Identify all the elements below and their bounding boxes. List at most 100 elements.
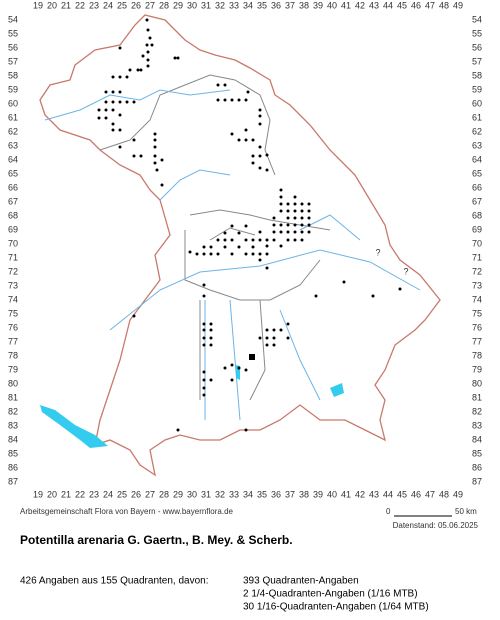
grid-label-left: 72: [8, 266, 18, 276]
grid-label-bottom: 45: [397, 489, 407, 499]
grid-label-bottom: 28: [159, 489, 169, 499]
grid-label-bottom: 34: [243, 489, 253, 499]
grid-label-right: 77: [472, 336, 482, 346]
grid-label-right: 70: [472, 238, 482, 248]
grid-label-top: 45: [397, 0, 407, 10]
grid-label-top: 33: [229, 0, 239, 10]
grid-label-top: 30: [187, 0, 197, 10]
grid-label-left: 64: [8, 154, 18, 164]
grid-label-right: 69: [472, 224, 482, 234]
rivers: [44, 89, 421, 421]
grid-label-right: 75: [472, 308, 482, 318]
grid-label-right: 79: [472, 364, 482, 374]
grid-label-left: 66: [8, 182, 18, 192]
grid-label-top: 21: [61, 0, 71, 10]
grid-label-top: 20: [47, 0, 57, 10]
grid-label-top: 34: [243, 0, 253, 10]
grid-label-top: 37: [285, 0, 295, 10]
grid-label-right: 59: [472, 84, 482, 94]
grid-label-right: 74: [472, 294, 482, 304]
grid-label-left: 83: [8, 420, 18, 430]
grid-label-left: 87: [8, 476, 18, 486]
grid-label-bottom: 37: [285, 489, 295, 499]
grid-label-bottom: 31: [201, 489, 211, 499]
grid-label-top: 31: [201, 0, 211, 10]
grid-label-left: 73: [8, 280, 18, 290]
grid-label-top: 32: [215, 0, 225, 10]
grid-label-bottom: 25: [117, 489, 127, 499]
grid-label-right: 86: [472, 462, 482, 472]
district-borders: [99, 74, 331, 401]
grid-label-bottom: 40: [327, 489, 337, 499]
breakdown: 2 1/4-Quadranten-Angaben (1/16 MTB): [243, 589, 418, 600]
grid-label-left: 74: [8, 294, 18, 304]
breakdown: 30 1/16-Quadranten-Angaben (1/64 MTB): [243, 602, 429, 613]
grid-label-right: 67: [472, 196, 482, 206]
grid-label-bottom: 38: [299, 489, 309, 499]
grid-label-left: 85: [8, 448, 18, 458]
grid-label-bottom: 21: [61, 489, 71, 499]
grid-label-right: 64: [472, 154, 482, 164]
grid-label-right: 61: [472, 112, 482, 122]
credit: Arbeitsgemeinschaft Flora von Bayern - w…: [20, 507, 234, 516]
grid-label-right: 76: [472, 322, 482, 332]
grid-label-bottom: 33: [229, 489, 239, 499]
grid-label-top: 39: [313, 0, 323, 10]
grid-label-left: 80: [8, 378, 18, 388]
grid-label-left: 79: [8, 364, 18, 374]
grid-label-left: 82: [8, 406, 18, 416]
grid-label-right: 56: [472, 42, 482, 52]
grid-label-left: 75: [8, 308, 18, 318]
grid-label-left: 70: [8, 238, 18, 248]
grid-label-left: 55: [8, 28, 18, 38]
occurrence-square: [249, 354, 255, 360]
grid-label-right: 78: [472, 350, 482, 360]
grid-label-bottom: 22: [75, 489, 85, 499]
grid-label-left: 67: [8, 196, 18, 206]
unknown-mark: ?: [403, 266, 408, 276]
grid-label-left: 86: [8, 462, 18, 472]
grid-label-right: 66: [472, 182, 482, 192]
grid-label-right: 83: [472, 420, 482, 430]
scale-start: 0: [386, 507, 391, 516]
grid-label-left: 78: [8, 350, 18, 360]
grid-label-right: 65: [472, 168, 482, 178]
grid-label-right: 54: [472, 14, 482, 24]
grid-label-top: 41: [341, 0, 351, 10]
grid-label-right: 81: [472, 392, 482, 402]
grid-label-top: 44: [383, 0, 393, 10]
grid-label-left: 65: [8, 168, 18, 178]
grid-label-left: 54: [8, 14, 18, 24]
grid-label-bottom: 36: [271, 489, 281, 499]
grid-label-right: 80: [472, 378, 482, 388]
grid-label-bottom: 19: [33, 489, 43, 499]
grid-label-top: 38: [299, 0, 309, 10]
grid-label-right: 72: [472, 266, 482, 276]
grid-label-bottom: 43: [369, 489, 379, 499]
grid-label-bottom: 49: [453, 489, 463, 499]
grid-label-bottom: 42: [355, 489, 365, 499]
grid-label-top: 25: [117, 0, 127, 10]
grid-label-bottom: 24: [103, 489, 113, 499]
grid-label-bottom: 47: [425, 489, 435, 499]
grid-label-top: 35: [257, 0, 267, 10]
grid-label-top: 19: [33, 0, 43, 10]
summary: 426 Angaben aus 155 Quadranten, davon:: [20, 576, 209, 587]
grid-label-bottom: 41: [341, 489, 351, 499]
grid-label-right: 57: [472, 56, 482, 66]
grid-label-right: 71: [472, 252, 482, 262]
grid-label-right: 68: [472, 210, 482, 220]
grid-label-top: 36: [271, 0, 281, 10]
grid-label-bottom: 29: [173, 489, 183, 499]
grid-label-left: 71: [8, 252, 18, 262]
grid-label-right: 73: [472, 280, 482, 290]
grid-label-bottom: 48: [439, 489, 449, 499]
grid-label-top: 42: [355, 0, 365, 10]
grid-label-left: 68: [8, 210, 18, 220]
grid-label-left: 56: [8, 42, 18, 52]
grid-label-left: 77: [8, 336, 18, 346]
grid-label-bottom: 46: [411, 489, 421, 499]
grid-label-right: 82: [472, 406, 482, 416]
